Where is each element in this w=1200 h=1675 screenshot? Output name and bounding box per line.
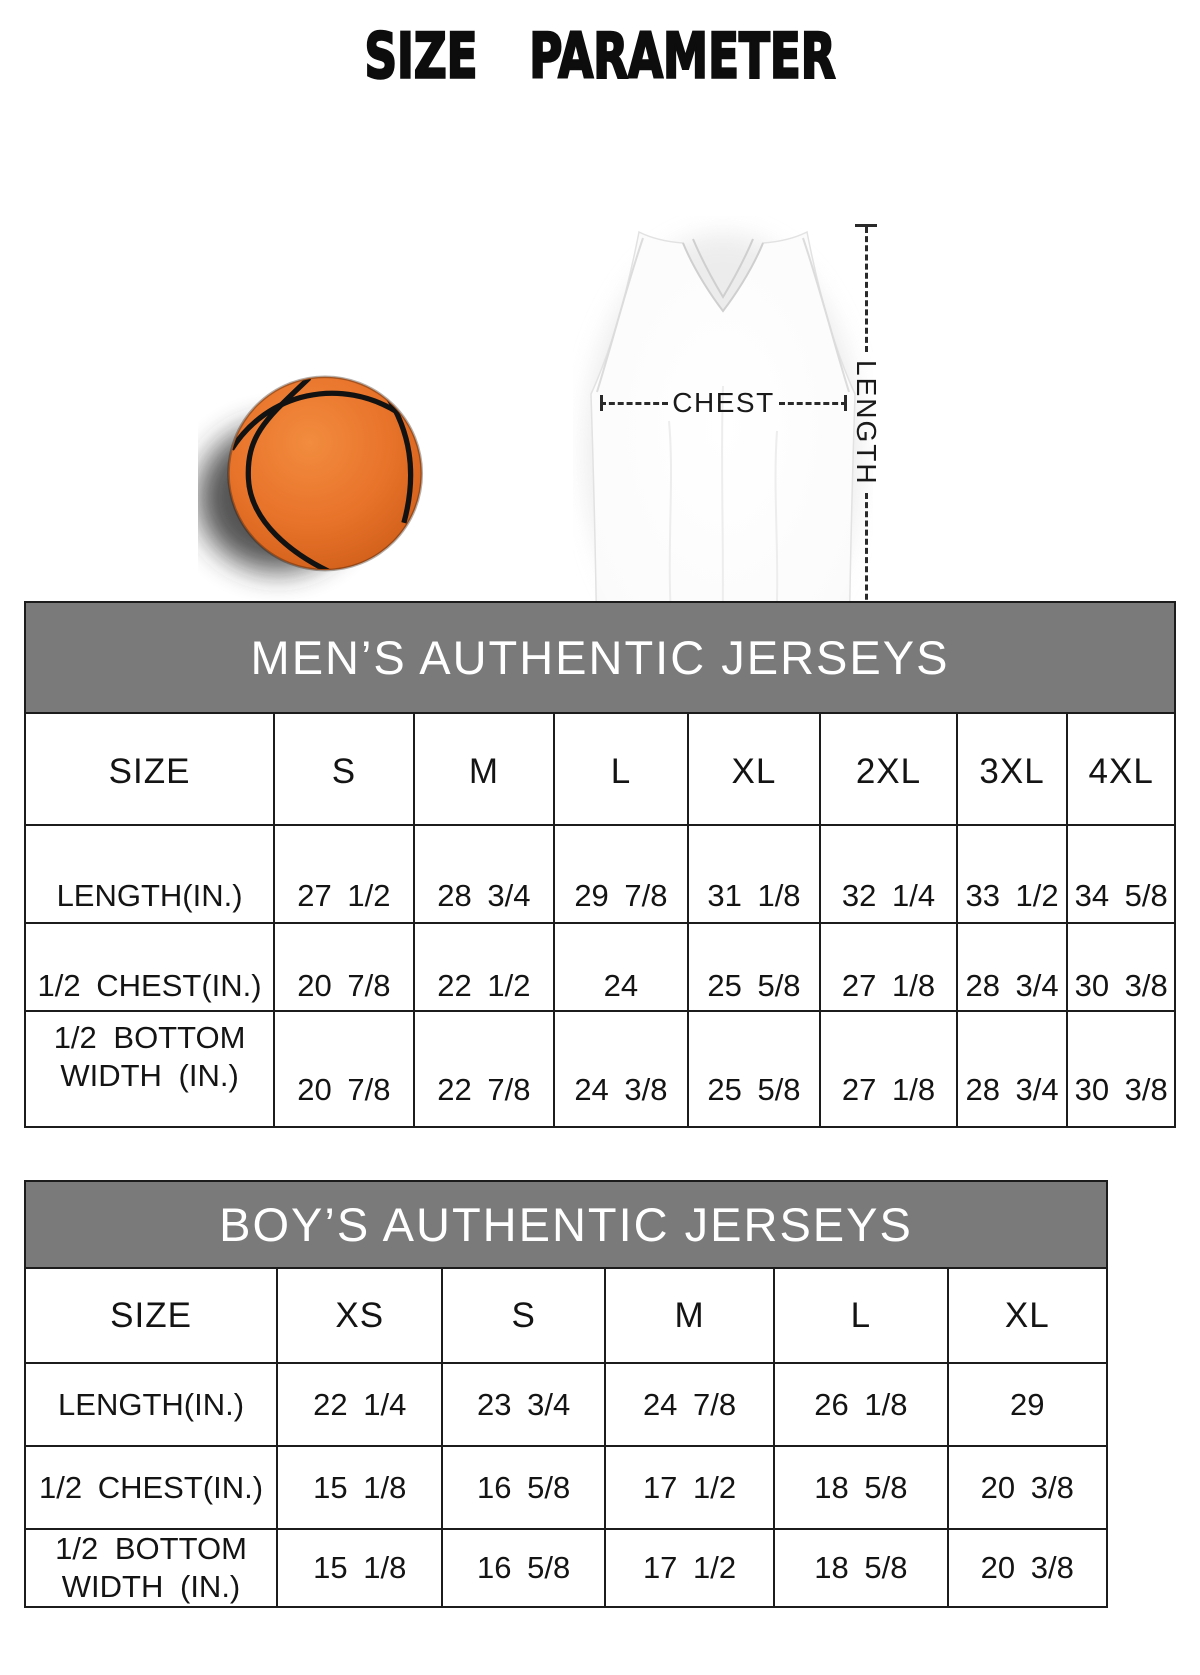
boys-size-col: S [441, 1269, 603, 1362]
mens-chest-row: 1/2 CHEST(IN.) 20 7/8 22 1/2 24 25 5/8 2… [26, 922, 1174, 1010]
mens-bottom-width-row: 1/2 BOTTOM WIDTH (IN.) 20 7/8 22 7/8 24 … [26, 1010, 1174, 1126]
boys-bottom-width-row: 1/2 BOTTOM WIDTH (IN.) 15 1/8 16 5/8 17 … [26, 1528, 1106, 1606]
mens-length-row: LENGTH(IN.) 27 1/2 28 3/4 29 7/8 31 1/8 … [26, 824, 1174, 922]
boys-bottom-width-value: 18 5/8 [773, 1530, 946, 1606]
mens-length-value: 29 7/8 [553, 826, 687, 922]
boys-bottom-width-label-line1: 1/2 BOTTOM [55, 1531, 247, 1567]
boys-size-table: BOY’S AUTHENTIC JERSEYS SIZE XS S M L XL… [24, 1180, 1108, 1608]
measurement-diagram: CHEST LENGTH [0, 100, 1200, 679]
length-top-tick [855, 224, 877, 227]
mens-table-header-band: MEN’S AUTHENTIC JERSEYS [26, 603, 1174, 714]
boys-size-col: L [773, 1269, 946, 1362]
chest-measure-line: CHEST [600, 387, 847, 419]
mens-bottom-width-label-line1: 1/2 BOTTOM [53, 1020, 246, 1056]
length-label: LENGTH [851, 359, 882, 486]
mens-size-header-row: SIZE S M L XL 2XL 3XL 4XL [26, 714, 1174, 824]
mens-size-col: XL [686, 714, 820, 824]
mens-bottom-width-label: 1/2 BOTTOM WIDTH (IN.) [26, 1012, 273, 1126]
mens-length-value: 28 3/4 [412, 826, 554, 922]
chest-dash-left [600, 401, 669, 405]
mens-size-col: M [412, 714, 554, 824]
mens-length-value: 33 1/2 [955, 826, 1067, 922]
boys-size-header-row: SIZE XS S M L XL [26, 1269, 1106, 1362]
basketball-body [228, 376, 422, 571]
jersey-detail-lines [596, 237, 850, 393]
boys-length-value: 24 7/8 [603, 1364, 773, 1445]
basketball-illustration [198, 375, 424, 572]
boys-bottom-width-value: 20 3/8 [946, 1530, 1106, 1606]
mens-length-value: 34 5/8 [1066, 826, 1174, 922]
mens-chest-value: 20 7/8 [273, 924, 413, 1010]
boys-bottom-width-value: 17 1/2 [603, 1530, 773, 1606]
length-measure-line: LENGTH [850, 224, 882, 619]
jersey-illustration [585, 230, 861, 679]
boys-length-value: 22 1/4 [276, 1364, 441, 1445]
mens-chest-value: 22 1/2 [412, 924, 554, 1010]
boys-chest-label: 1/2 CHEST(IN.) [39, 1469, 264, 1505]
mens-bottom-width-value: 20 7/8 [273, 1012, 413, 1126]
length-dash-bottom [864, 493, 868, 619]
boys-length-value: 23 3/4 [441, 1364, 603, 1445]
mens-chest-value: 28 3/4 [955, 924, 1067, 1010]
mens-size-col: 3XL [955, 714, 1067, 824]
boys-table-header-band: BOY’S AUTHENTIC JERSEYS [26, 1182, 1106, 1269]
length-dash-top [864, 227, 868, 352]
boys-size-header-cell: SIZE [110, 1295, 192, 1335]
chest-label: CHEST [672, 387, 775, 418]
boys-chest-value: 16 5/8 [441, 1447, 603, 1528]
boys-bottom-width-value: 16 5/8 [441, 1530, 603, 1606]
boys-size-col: M [603, 1269, 773, 1362]
mens-bottom-width-value: 25 5/8 [686, 1012, 820, 1126]
boys-length-value: 26 1/8 [773, 1364, 946, 1445]
boys-bottom-width-value: 15 1/8 [276, 1530, 441, 1606]
boys-size-col: XS [276, 1269, 441, 1362]
mens-length-value: 27 1/2 [273, 826, 413, 922]
boys-chest-value: 17 1/2 [603, 1447, 773, 1528]
mens-length-label: LENGTH(IN.) [56, 878, 243, 913]
mens-size-col: S [273, 714, 413, 824]
boys-chest-row: 1/2 CHEST(IN.) 15 1/8 16 5/8 17 1/2 18 5… [26, 1445, 1106, 1528]
mens-size-table: MEN’S AUTHENTIC JERSEYS SIZE S M L XL 2X… [24, 601, 1176, 1128]
mens-length-value: 32 1/4 [819, 826, 956, 922]
mens-size-col: 4XL [1066, 714, 1174, 824]
mens-chest-value: 24 [553, 924, 687, 1010]
mens-chest-value: 30 3/8 [1066, 924, 1174, 1010]
mens-size-col: L [553, 714, 687, 824]
page-title: SIZE PARAMETER [0, 18, 1200, 94]
boys-chest-value: 20 3/8 [946, 1447, 1106, 1528]
boys-size-col: XL [946, 1269, 1106, 1362]
mens-bottom-width-label-line2: WIDTH (IN.) [60, 1058, 239, 1093]
mens-bottom-width-value: 28 3/4 [955, 1012, 1067, 1126]
boys-bottom-width-label-line2: WIDTH (IN.) [61, 1569, 241, 1604]
mens-chest-label: 1/2 CHEST(IN.) [37, 968, 262, 1003]
mens-size-header-cell: SIZE [108, 752, 191, 791]
boys-chest-value: 18 5/8 [773, 1447, 946, 1528]
boys-bottom-width-label: 1/2 BOTTOM WIDTH (IN.) [26, 1530, 276, 1606]
boys-table-title: BOY’S AUTHENTIC JERSEYS [219, 1198, 913, 1251]
chest-dash-right [778, 401, 847, 405]
mens-bottom-width-value: 22 7/8 [412, 1012, 554, 1126]
boys-length-value: 29 [946, 1364, 1106, 1445]
mens-bottom-width-value: 24 3/8 [553, 1012, 687, 1126]
mens-chest-value: 25 5/8 [686, 924, 820, 1010]
mens-table-title: MEN’S AUTHENTIC JERSEYS [250, 631, 950, 684]
mens-bottom-width-value: 27 1/8 [819, 1012, 956, 1126]
boys-length-label: LENGTH(IN.) [58, 1386, 245, 1422]
boys-length-row: LENGTH(IN.) 22 1/4 23 3/4 24 7/8 26 1/8 … [26, 1362, 1106, 1445]
mens-bottom-width-value: 30 3/8 [1066, 1012, 1174, 1126]
boys-chest-value: 15 1/8 [276, 1447, 441, 1528]
mens-size-col: 2XL [819, 714, 956, 824]
mens-chest-value: 27 1/8 [819, 924, 956, 1010]
page-title-text: SIZE PARAMETER [363, 18, 836, 94]
mens-length-value: 31 1/8 [686, 826, 820, 922]
